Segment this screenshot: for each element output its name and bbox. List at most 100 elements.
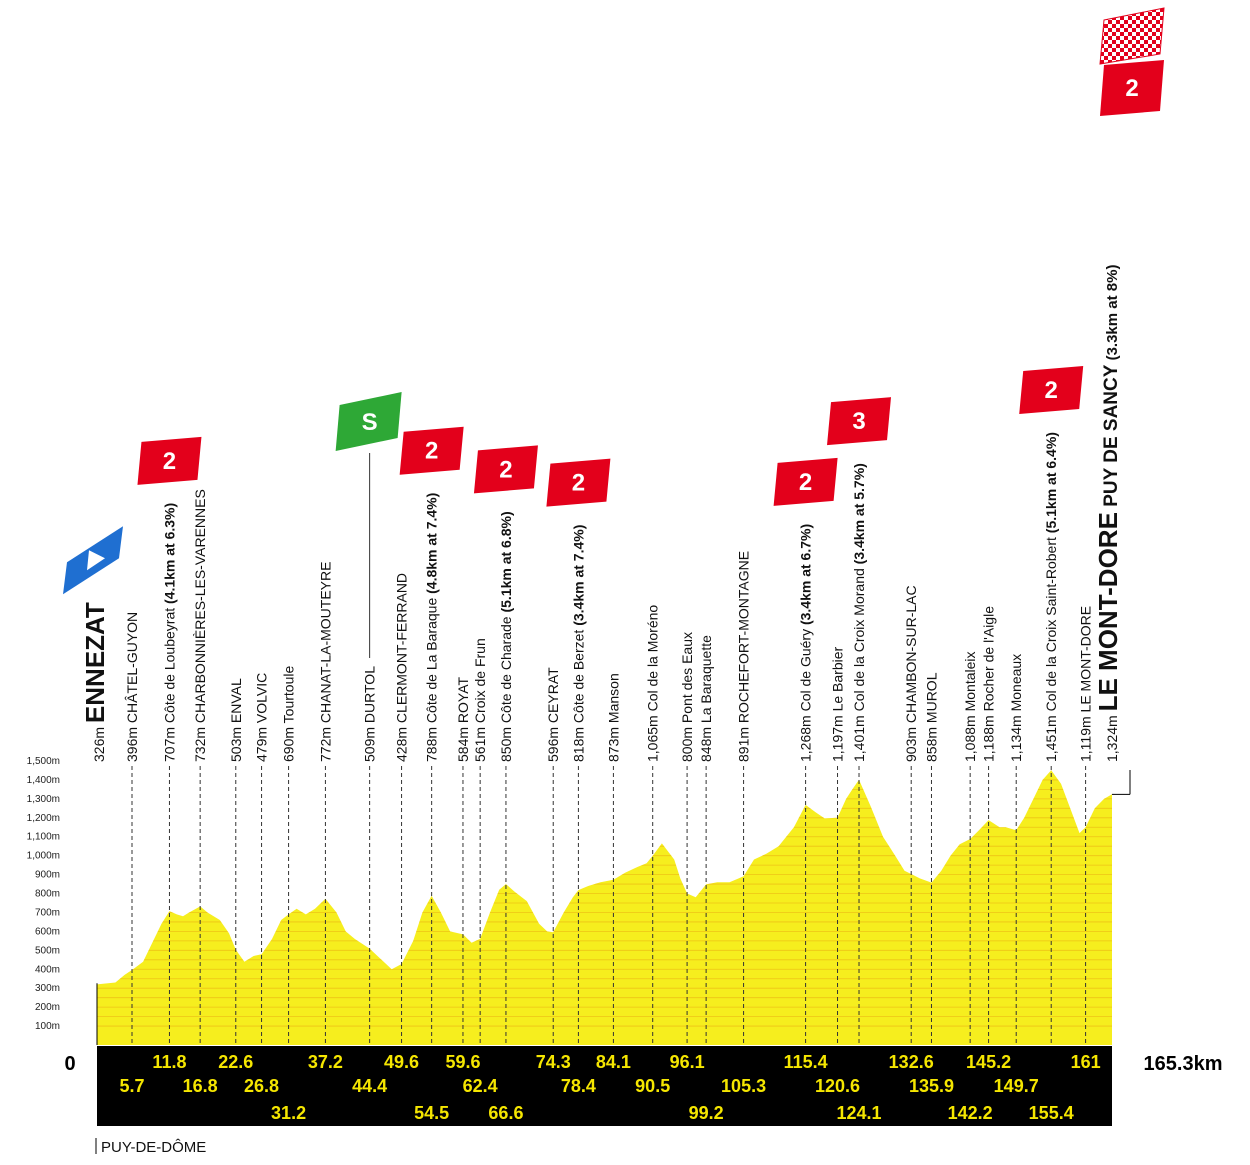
category-number: 2: [499, 456, 512, 483]
place-label: 1,451m Col de la Croix Saint-Robert (5.1…: [1043, 432, 1059, 762]
place-label: 428m CLERMONT-FERRAND: [394, 573, 410, 762]
km-marker: 105.3: [721, 1076, 766, 1096]
category-flag: 2: [473, 445, 538, 494]
km-marker: 66.6: [488, 1103, 523, 1123]
km-marker: 31.2: [271, 1103, 306, 1123]
place-label: 848m La Baraquette: [698, 635, 714, 762]
km-marker: 142.2: [948, 1103, 993, 1123]
place-label: 788m Côte de La Baraque (4.8km at 7.4%): [424, 493, 440, 762]
finish-checkered-flag: [1099, 7, 1165, 65]
sprint-letter: S: [362, 409, 378, 436]
y-tick-label: 500m: [35, 945, 60, 956]
km-marker: 5.7: [119, 1076, 144, 1096]
category-flag: 2: [773, 457, 838, 506]
place-label: 891m ROCHEFORT-MONTAGNE: [736, 551, 752, 762]
km-marker: 11.8: [152, 1052, 186, 1072]
region-label: PUY-DE-DÔME: [101, 1139, 206, 1156]
category-flag-shape: [546, 458, 611, 507]
y-axis: 100m 200m 300m 400m 500m 600m 700m 800m 900m 1,00…: [27, 756, 60, 1032]
km-marker: 96.1: [670, 1052, 705, 1072]
category-number: 2: [1045, 377, 1058, 404]
km-marker: 26.8: [244, 1076, 279, 1096]
place-labels: 326m ENNEZAT 396m CHÂTEL-GUYON 707m Côte d…: [80, 265, 1123, 762]
km-marker: 90.5: [635, 1076, 670, 1096]
place-label: 1,401m Col de la Croix Morand (3.4km at …: [851, 463, 867, 762]
y-tick-label: 600m: [35, 926, 60, 937]
category-flag: 2: [137, 436, 202, 485]
category-flag-shape: [473, 445, 538, 494]
place-label: 1,188m Rocher de l'Aigle: [981, 606, 997, 762]
sprint-flag: S: [335, 392, 402, 451]
place-label: 396m CHÂTEL-GUYON: [124, 612, 140, 762]
category-number: 2: [799, 469, 812, 496]
category-number: 2: [163, 448, 176, 475]
category-flag: 2: [1019, 366, 1084, 415]
category-number: 2: [425, 438, 438, 465]
place-label: 772m CHANAT-LA-MOUTEYRE: [317, 562, 333, 762]
km-marker: 115.4: [784, 1052, 828, 1072]
km-band: 11.8 22.6 37.2 49.6 59.6 74.3 84.1 96.1 115.4 132…: [97, 1046, 1112, 1126]
category-flag: 3: [827, 397, 892, 446]
y-tick-label: 1,400m: [27, 775, 60, 786]
place-label: 479m VOLVIC: [254, 673, 270, 762]
place-label: 1,324m LE MONT-DORE PUY DE SANCY (3.3km …: [1093, 265, 1123, 762]
place-label: 800m Pont des Eaux: [679, 632, 695, 762]
y-tick-label: 200m: [35, 1002, 60, 1013]
category-flag: 2: [399, 426, 464, 475]
km-marker: 54.5: [414, 1103, 449, 1123]
place-label: 1,134m Moneaux: [1008, 654, 1024, 762]
place-label: 732m CHARBONNIÈRES-LES-VARENNES: [192, 489, 208, 762]
profile-fill: [97, 770, 1112, 1045]
km-marker: 62.4: [463, 1076, 498, 1096]
category-flag: 2: [1100, 60, 1164, 116]
place-label: 1,268m Col de Guéry (3.4km at 6.7%): [798, 524, 814, 762]
y-tick-label: 700m: [35, 907, 60, 918]
y-tick-label: 1,300m: [27, 794, 60, 805]
place-label: 858m MUROL: [923, 672, 939, 762]
km-marker: 161: [1071, 1052, 1101, 1072]
y-tick-label: 100m: [35, 1021, 60, 1032]
flags: 2 S 2 2 2 2 3 2 2: [63, 7, 1165, 595]
place-label: 509m DURTOL: [362, 666, 378, 762]
category-number: 2: [572, 470, 585, 497]
profile-area: [96, 770, 1112, 1045]
km-marker: 132.6: [889, 1052, 934, 1072]
start-flag: [63, 526, 123, 595]
y-tick-label: 900m: [35, 870, 60, 881]
category-flag-shape: [827, 397, 892, 446]
place-label: 850m Côte de Charade (5.1km at 6.8%): [498, 511, 514, 762]
category-flag-shape: [399, 426, 464, 475]
y-tick-label: 1,200m: [27, 813, 60, 824]
y-tick-label: 1,100m: [27, 832, 60, 843]
km-marker: 145.2: [966, 1052, 1011, 1072]
km-band-background: [97, 1046, 1112, 1126]
place-label: 1,197m Le Barbier: [830, 646, 846, 762]
category-number: 2: [1125, 75, 1138, 102]
y-tick-label: 1,000m: [27, 851, 60, 862]
km-marker: 124.1: [836, 1103, 881, 1123]
km-marker: 74.3: [536, 1052, 571, 1072]
category-flag-shape: [137, 436, 202, 485]
place-label: 503m ENVAL: [228, 678, 244, 762]
place-label: 903m CHAMBON-SUR-LAC: [903, 585, 919, 762]
km-marker: 59.6: [445, 1052, 480, 1072]
place-label: 1,119m LE MONT-DORE: [1078, 606, 1094, 762]
place-label: 326m ENNEZAT: [80, 602, 110, 762]
place-label: 707m Côte de Loubeyrat (4.1km at 6.3%): [161, 503, 177, 762]
start-arrow-icon: [87, 550, 105, 571]
place-label: 1,088m Montaleix: [962, 651, 978, 762]
place-label: 818m Côte de Berzet (3.4km at 7.4%): [570, 525, 586, 762]
place-label: 596m CEYRAT: [545, 667, 561, 762]
sprint-flag-shape: [335, 392, 402, 451]
y-tick-label: 400m: [35, 964, 60, 975]
y-tick-label: 800m: [35, 889, 60, 900]
km-marker: 155.4: [1029, 1103, 1074, 1123]
category-flag-shape: [1100, 60, 1164, 116]
category-number: 3: [852, 408, 865, 435]
place-label: 873m Manson: [605, 673, 621, 762]
km-marker: 16.8: [183, 1076, 218, 1096]
km-marker: 78.4: [561, 1076, 596, 1096]
y-tick-label: 300m: [35, 983, 60, 994]
